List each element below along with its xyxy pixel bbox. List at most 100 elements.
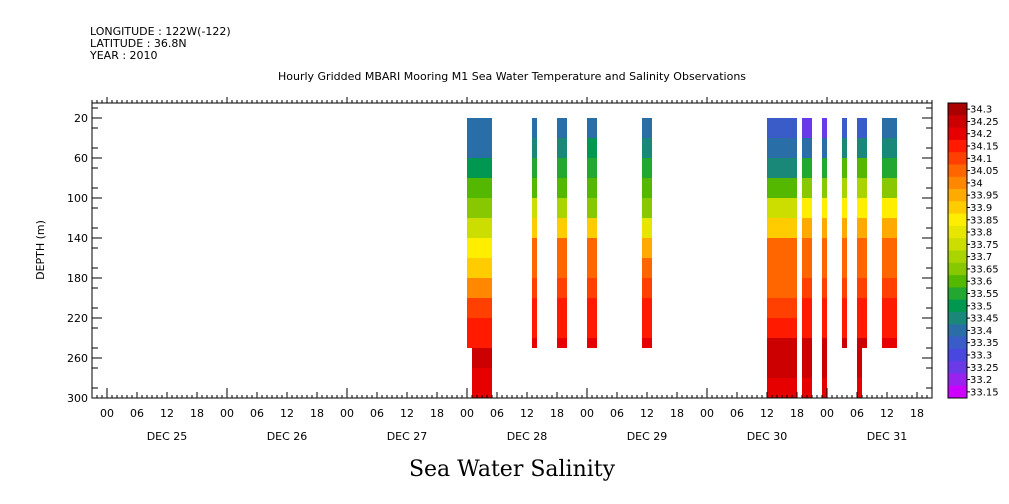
salinity-cell bbox=[557, 238, 567, 258]
salinity-cell bbox=[557, 178, 567, 198]
colorbar-label: 34 bbox=[970, 178, 983, 189]
colorbar-swatch bbox=[948, 139, 967, 153]
salinity-cell bbox=[767, 318, 797, 338]
x-tick-label: 12 bbox=[880, 407, 894, 420]
salinity-cell bbox=[842, 298, 847, 318]
salinity-cell bbox=[822, 238, 827, 258]
salinity-cell bbox=[802, 318, 812, 338]
x-tick-label: 06 bbox=[490, 407, 504, 420]
x-tick-label: 12 bbox=[760, 407, 774, 420]
salinity-cell bbox=[587, 298, 597, 318]
salinity-cell bbox=[767, 178, 797, 198]
salinity-cell bbox=[587, 238, 597, 258]
colorbar-frame bbox=[947, 102, 968, 399]
x-tick-label: 12 bbox=[400, 407, 414, 420]
salinity-cell bbox=[767, 218, 797, 238]
x-tick-label: 00 bbox=[220, 407, 234, 420]
salinity-cell bbox=[642, 158, 652, 178]
salinity-cell bbox=[857, 348, 862, 358]
salinity-cell bbox=[587, 138, 597, 158]
y-tick-label: 140 bbox=[67, 232, 88, 245]
y-tick-label: 60 bbox=[74, 152, 88, 165]
salinity-cell bbox=[822, 378, 827, 398]
salinity-cell bbox=[842, 178, 847, 198]
salinity-cell bbox=[557, 198, 567, 218]
colorbar-swatch bbox=[948, 324, 967, 338]
salinity-cell bbox=[472, 358, 492, 368]
salinity-cell bbox=[882, 238, 897, 258]
colorbar-label: 33.8 bbox=[970, 228, 992, 239]
salinity-cell bbox=[642, 298, 652, 318]
colorbar-swatch bbox=[948, 348, 967, 362]
colorbar-label: 33.65 bbox=[970, 264, 999, 275]
colorbar-swatch bbox=[948, 262, 967, 276]
salinity-cell bbox=[857, 278, 867, 298]
colorbar-label: 33.25 bbox=[970, 363, 999, 374]
salinity-cell bbox=[472, 378, 492, 388]
salinity-cell bbox=[802, 158, 812, 178]
salinity-cell bbox=[557, 298, 567, 318]
salinity-cell bbox=[587, 218, 597, 238]
colorbar-swatch bbox=[948, 336, 967, 350]
salinity-cell bbox=[857, 158, 867, 178]
salinity-cell bbox=[587, 178, 597, 198]
x-tick-label: 12 bbox=[520, 407, 534, 420]
salinity-cell bbox=[532, 198, 537, 218]
colorbar-label: 34.05 bbox=[970, 166, 999, 177]
x-tick-label: 06 bbox=[130, 407, 144, 420]
salinity-cell bbox=[822, 138, 827, 158]
salinity-cell bbox=[532, 178, 537, 198]
y-tick-label: 180 bbox=[67, 272, 88, 285]
salinity-cell bbox=[857, 118, 867, 138]
x-tick-label: 18 bbox=[310, 407, 324, 420]
salinity-cell bbox=[767, 278, 797, 298]
salinity-cell bbox=[467, 198, 492, 218]
salinity-cell bbox=[822, 338, 827, 358]
x-tick-label: 12 bbox=[280, 407, 294, 420]
salinity-cell bbox=[642, 198, 652, 218]
salinity-cell bbox=[857, 218, 867, 238]
colorbar-swatch bbox=[948, 164, 967, 178]
colorbar-label: 33.55 bbox=[970, 289, 999, 300]
colorbar-label: 33.7 bbox=[970, 252, 992, 263]
salinity-cell bbox=[822, 278, 827, 298]
salinity-cell bbox=[642, 178, 652, 198]
salinity-cell bbox=[467, 138, 492, 158]
colorbar-swatch bbox=[948, 127, 967, 141]
colorbar-label: 33.45 bbox=[970, 314, 999, 325]
chart-title: Hourly Gridded MBARI Mooring M1 Sea Wate… bbox=[278, 70, 746, 83]
salinity-cell bbox=[642, 258, 652, 278]
colorbar-label: 33.15 bbox=[970, 387, 999, 398]
colorbar-swatch bbox=[948, 152, 967, 165]
salinity-cell bbox=[822, 358, 827, 378]
salinity-cell bbox=[802, 118, 812, 138]
x-day-label: DEC 26 bbox=[267, 430, 308, 443]
salinity-cell bbox=[642, 338, 652, 348]
colorbar-legend: 34.334.2534.234.1534.134.053433.9533.933… bbox=[947, 102, 999, 399]
salinity-cell bbox=[882, 258, 897, 278]
x-tick-label: 00 bbox=[820, 407, 834, 420]
salinity-cell bbox=[767, 138, 797, 158]
salinity-cell bbox=[822, 218, 827, 238]
colorbar-swatch bbox=[948, 312, 967, 325]
salinity-cell bbox=[857, 298, 867, 318]
salinity-cell bbox=[882, 198, 897, 218]
salinity-cell bbox=[532, 338, 537, 348]
salinity-cell bbox=[857, 198, 867, 218]
salinity-cell bbox=[532, 118, 537, 138]
salinity-cell bbox=[472, 348, 492, 358]
salinity-cell bbox=[882, 318, 897, 338]
salinity-cell bbox=[842, 278, 847, 298]
colorbar-swatch bbox=[948, 238, 967, 251]
salinity-cell bbox=[842, 238, 847, 258]
salinity-cell bbox=[467, 338, 492, 348]
salinity-cell bbox=[802, 178, 812, 198]
salinity-cell bbox=[557, 158, 567, 178]
colorbar-swatch bbox=[948, 287, 967, 301]
salinity-cell bbox=[642, 278, 652, 298]
salinity-cell bbox=[557, 138, 567, 158]
colorbar-swatch bbox=[948, 373, 967, 387]
salinity-cell bbox=[822, 318, 827, 338]
salinity-cell bbox=[467, 258, 492, 278]
y-tick-label: 100 bbox=[67, 192, 88, 205]
